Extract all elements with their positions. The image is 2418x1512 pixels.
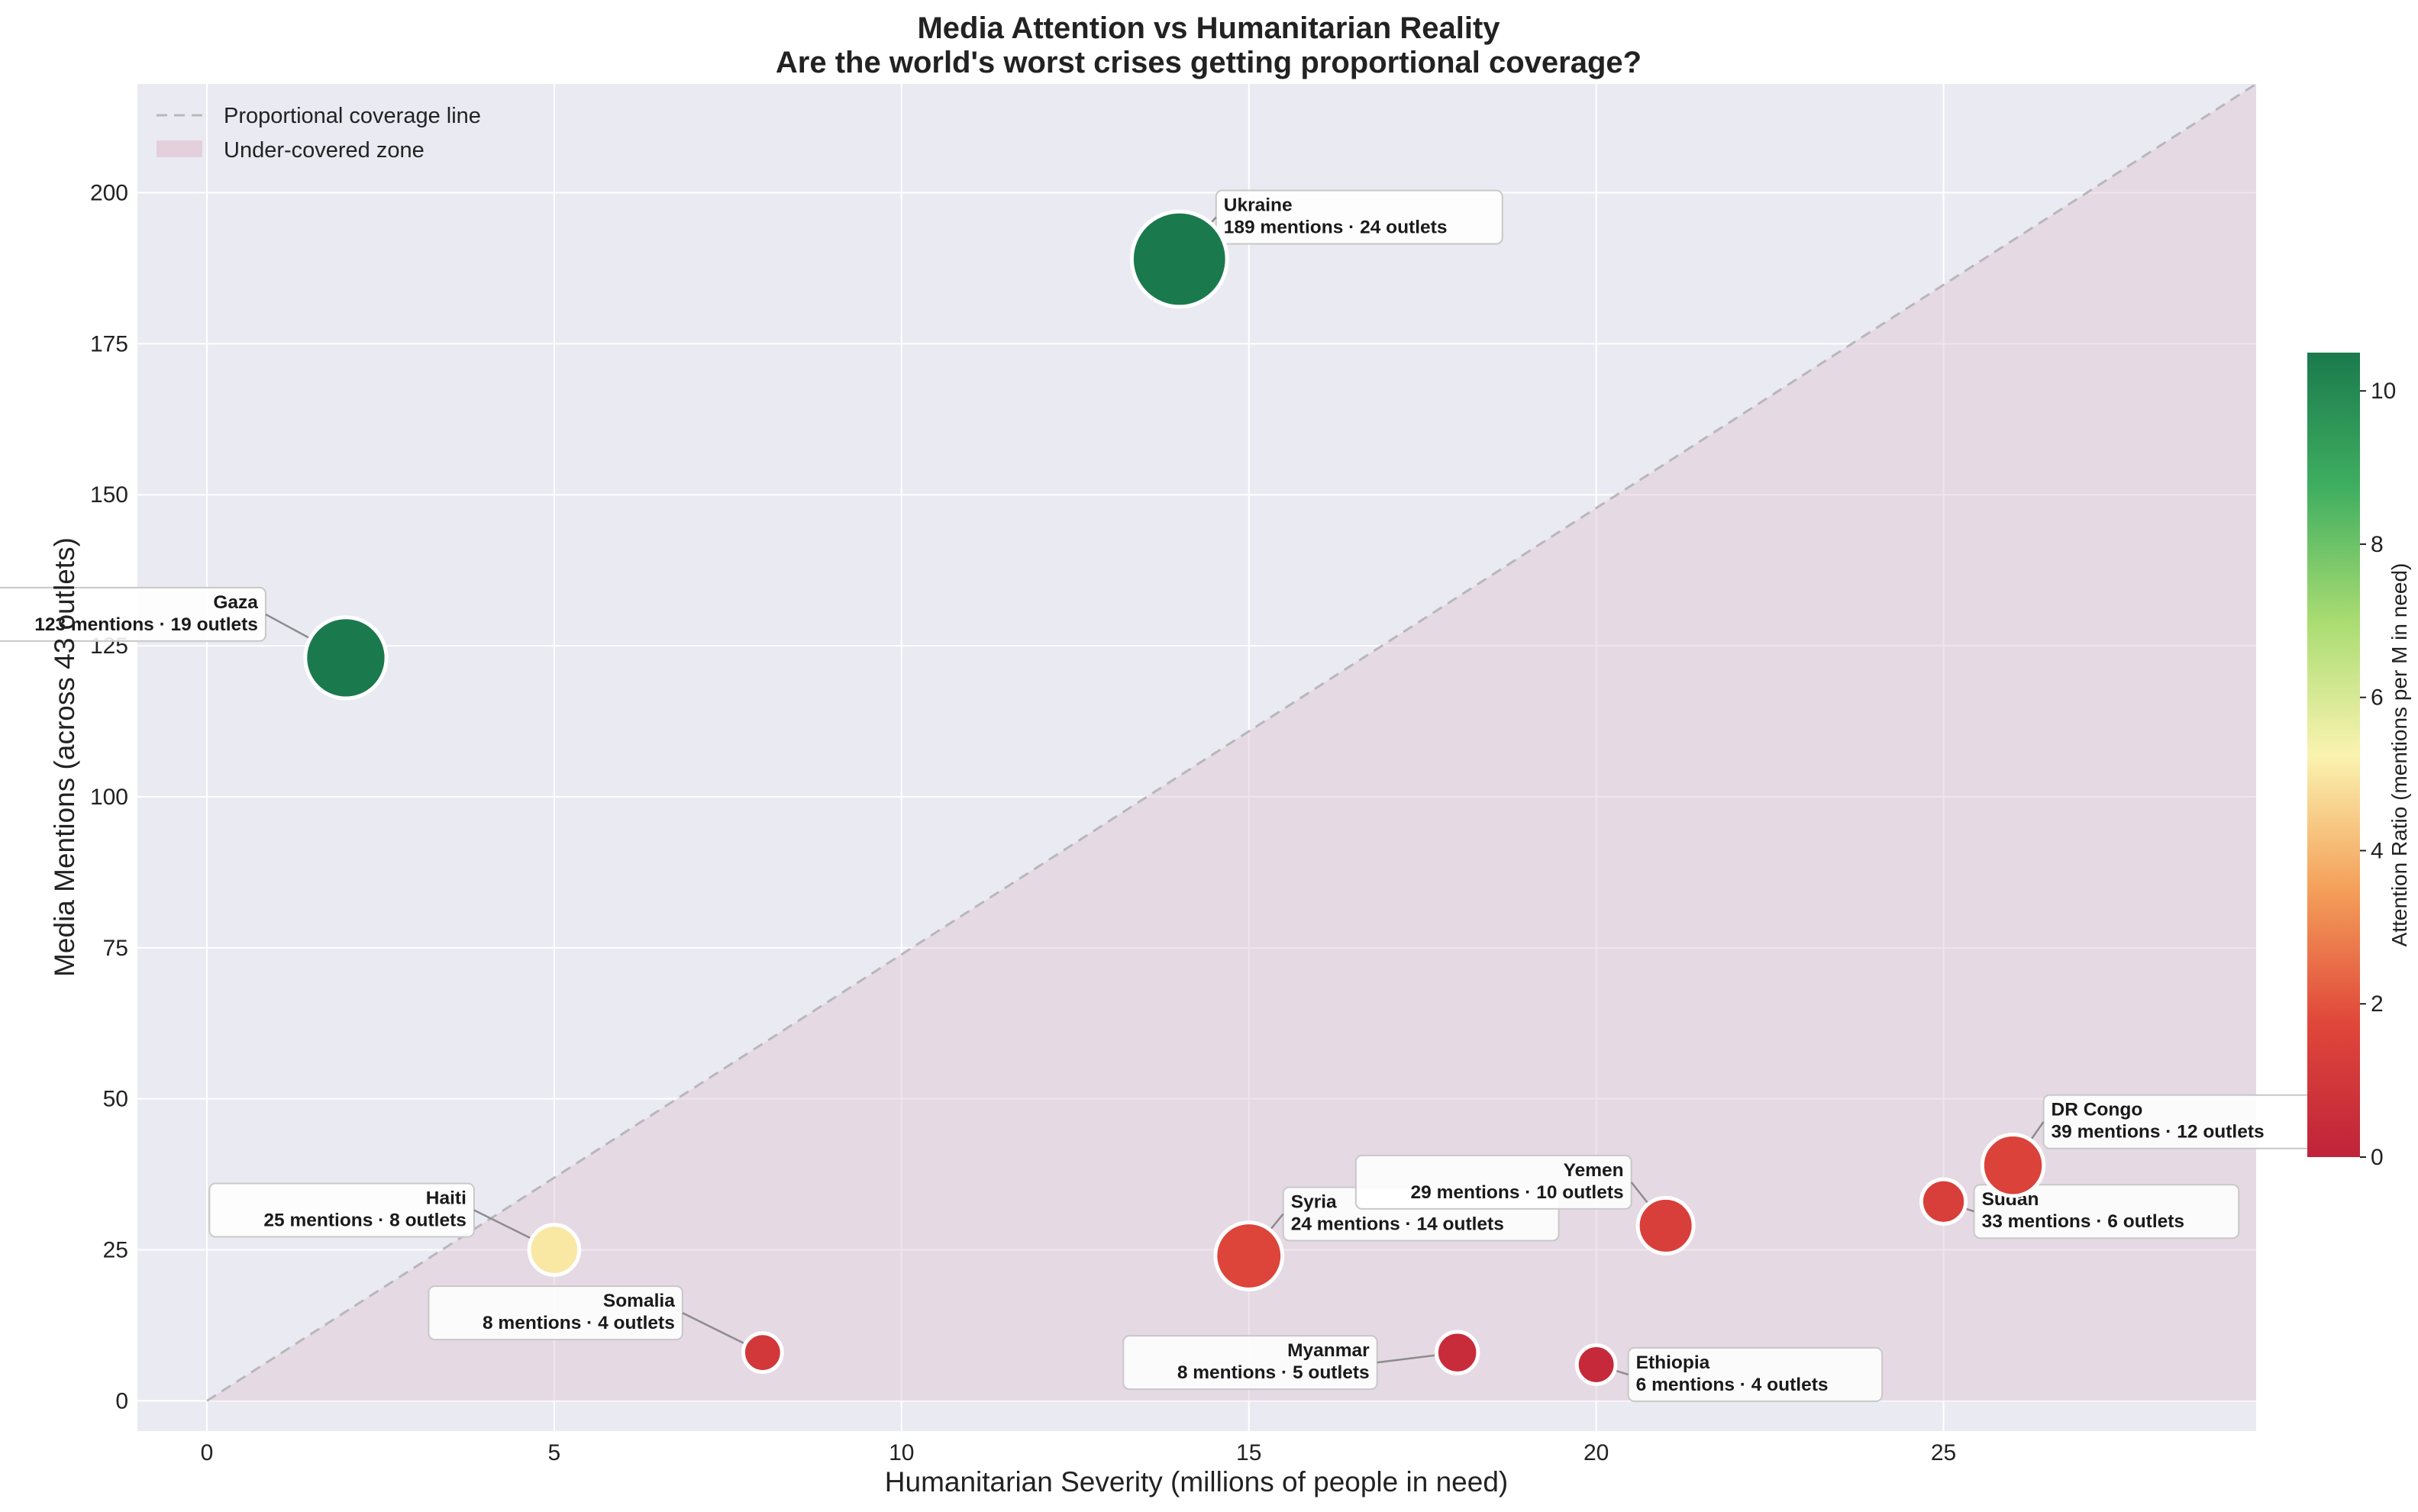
x-tick-label: 10	[889, 1440, 914, 1465]
annotation-name: Somalia	[603, 1291, 675, 1311]
annotation-name: Ukraine	[1224, 195, 1293, 216]
annotation-detail: 24 mentions · 14 outlets	[1291, 1214, 1504, 1234]
annotation-name: Gaza	[213, 592, 258, 613]
legend: Proportional coverage line Under-covered…	[157, 104, 481, 163]
y-tick-label: 100	[90, 785, 128, 810]
point-dr-congo	[1980, 1133, 2046, 1198]
annotation-box	[428, 1285, 683, 1341]
x-axis-label: Humanitarian Severity (millions of peopl…	[885, 1466, 1508, 1497]
annotation-detail: 8 mentions · 4 outlets	[483, 1313, 675, 1333]
y-tick-label: 175	[90, 331, 128, 356]
point-ukraine	[1129, 209, 1229, 309]
x-tick-label: 25	[1931, 1440, 1956, 1465]
legend-label-proportional: Proportional coverage line	[224, 104, 481, 128]
point-gaza	[303, 615, 389, 701]
y-tick-label: 0	[115, 1388, 128, 1414]
y-tick-label: 150	[90, 482, 128, 508]
colorbar-tick-label: 0	[2371, 1145, 2384, 1170]
point-haiti	[527, 1223, 582, 1277]
y-tick-label: 25	[103, 1238, 128, 1263]
x-tick-label: 0	[201, 1440, 214, 1465]
plot-background	[137, 84, 2256, 1431]
point-syria	[1213, 1220, 1285, 1291]
legend-label-under-covered: Under-covered zone	[224, 138, 425, 163]
colorbar-tick-label: 2	[2371, 991, 2384, 1017]
colorbar-label: Attention Ratio (mentions per M in need)	[2387, 563, 2411, 947]
x-tick-label: 15	[1236, 1440, 1261, 1465]
chart-title: Media Attention vs Humanitarian Reality	[917, 11, 1500, 45]
annotation-detail: 189 mentions · 24 outlets	[1224, 218, 1448, 238]
point-yemen	[1635, 1195, 1696, 1256]
colorbar-tick-label: 6	[2371, 685, 2384, 711]
y-tick-label: 200	[90, 180, 128, 205]
annotation-name: DR Congo	[2052, 1100, 2143, 1120]
annotation-detail: 39 mentions · 12 outlets	[2052, 1122, 2265, 1143]
annotation-detail: 8 mentions · 5 outlets	[1177, 1362, 1370, 1383]
annotation-detail: 6 mentions · 4 outlets	[1636, 1375, 1829, 1395]
annotation-name: Ethiopia	[1636, 1352, 1710, 1373]
point-somalia	[741, 1331, 784, 1375]
annotation-detail: 29 mentions · 10 outlets	[1411, 1182, 1624, 1203]
chart-subtitle: Are the world's worst crises getting pro…	[776, 46, 1642, 79]
annotation-name: Myanmar	[1287, 1340, 1370, 1361]
point-layer	[303, 209, 2046, 1386]
legend-zone-swatch	[157, 140, 202, 157]
colorbar-tick-label: 4	[2371, 838, 2384, 863]
y-tick-label: 50	[103, 1087, 128, 1112]
point-sudan	[1919, 1177, 1968, 1226]
colorbar-tick-label: 8	[2371, 532, 2384, 557]
proportional-coverage-line	[206, 82, 2257, 1402]
annotation-name: Yemen	[1564, 1160, 1624, 1181]
annotation-detail: 33 mentions · 6 outlets	[1982, 1211, 2184, 1232]
colorbar-tick-label: 10	[2371, 379, 2396, 404]
y-axis-label: Media Mentions (across 43 outlets)	[49, 537, 80, 977]
grid-layer	[137, 84, 2256, 1431]
point-myanmar	[1434, 1330, 1480, 1375]
colorbar-gradient	[2307, 353, 2360, 1157]
annotation-name: Haiti	[426, 1188, 466, 1209]
x-tick-label: 20	[1583, 1440, 1609, 1465]
annotation-detail: 25 mentions · 8 outlets	[263, 1211, 466, 1231]
point-ethiopia	[1574, 1343, 1618, 1386]
colorbar-ticks: 0 2 4 6 8 10	[2360, 379, 2396, 1170]
annotation-name: Syria	[1291, 1191, 1337, 1212]
colorbar: 0 2 4 6 8 10 Attention Ratio (mentions per M …	[2307, 353, 2411, 1170]
y-tick-label: 75	[103, 936, 128, 961]
x-tick-label: 5	[548, 1440, 561, 1465]
annotation-detail: 123 mentions · 19 outlets	[34, 614, 258, 635]
